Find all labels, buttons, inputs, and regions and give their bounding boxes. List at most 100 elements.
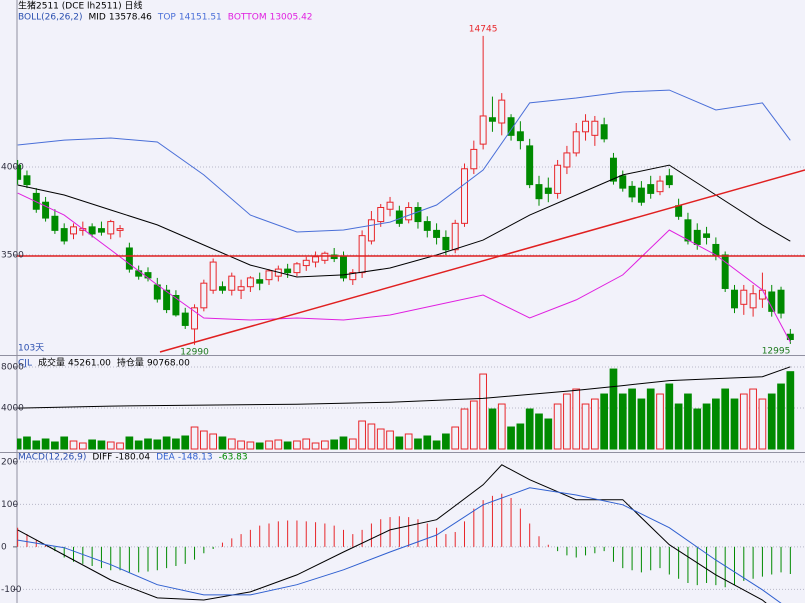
volume-bar (172, 438, 180, 450)
candle-body (684, 219, 692, 242)
candle-body (237, 286, 245, 291)
candle-body (479, 115, 487, 145)
candle-body (637, 187, 645, 203)
volume-bar (739, 393, 748, 450)
volume-bar (758, 398, 767, 450)
candle-body (265, 270, 273, 281)
volume-bar (674, 403, 683, 450)
volume-bar (162, 436, 171, 450)
candle-body (60, 228, 68, 242)
volume-bar (693, 408, 702, 450)
volume-bar (274, 439, 283, 450)
volume-bar (544, 418, 553, 450)
candle-body (349, 272, 357, 281)
y-tick-label: 100 (1, 500, 18, 510)
volume-bar (339, 436, 348, 450)
candle-body (451, 222, 459, 251)
candle-body (135, 270, 143, 277)
candle-body (600, 124, 608, 140)
volume-bar (255, 442, 264, 450)
candle-body (470, 148, 478, 170)
volume-bar (116, 442, 124, 450)
volume-bar (721, 388, 730, 450)
candle-body (516, 131, 524, 142)
candle-body (535, 184, 543, 200)
volume-bar (69, 440, 78, 450)
volume-bar (423, 435, 432, 450)
volume-bar (51, 441, 59, 450)
y-tick-label: 4000 (1, 404, 24, 414)
volume-bar (590, 398, 599, 450)
volume-bar (618, 393, 627, 450)
candle-body (367, 219, 375, 242)
candle-body (433, 229, 441, 238)
volume-bar (451, 426, 460, 450)
volume-bar (321, 440, 329, 450)
candle-body (740, 289, 748, 305)
volume-bar (358, 420, 366, 450)
volume-bar (414, 438, 422, 450)
volume-bar (563, 393, 571, 450)
candle-body (693, 229, 701, 245)
candle-body (628, 185, 636, 198)
chart-title: 生猪2511 (DCE lh2511) 日线 (18, 0, 143, 12)
volume-bar (218, 436, 227, 450)
volume-bar (17, 438, 22, 450)
candle-body (228, 275, 236, 291)
candle-body (42, 201, 50, 219)
candle-body (591, 120, 599, 136)
candle-body (498, 99, 506, 124)
candle-body (544, 187, 552, 194)
candle-body (721, 254, 729, 289)
volume-bar (404, 433, 413, 450)
volume-bar (311, 442, 320, 450)
volume-bar (88, 439, 96, 450)
candle-body (312, 256, 320, 263)
y-tick-label: 8000 (1, 363, 24, 373)
series-line (17, 464, 767, 603)
volume-bar (199, 430, 208, 450)
volume-bar (646, 388, 655, 450)
candle-body (246, 277, 254, 288)
volume-bar (283, 441, 292, 450)
legend-value: 13578.46 (109, 13, 152, 23)
candle-body (284, 268, 292, 274)
candle-body (191, 307, 199, 330)
macd-panel (17, 461, 805, 603)
volume-bar (637, 398, 646, 450)
candle-body (507, 117, 515, 136)
volume-bar (665, 383, 674, 450)
volume-bar (395, 436, 404, 450)
volume-bar (32, 440, 41, 450)
drawings (17, 169, 805, 353)
volume-bar (767, 393, 776, 450)
candle-body (442, 236, 450, 251)
trend-line (159, 169, 805, 353)
y-tick-label: 200 (1, 457, 18, 467)
volume-bar (134, 440, 143, 450)
candle-body (703, 233, 711, 238)
candle-body (582, 120, 590, 133)
volume-panel (17, 366, 805, 450)
candle-body (153, 284, 161, 300)
volume-bar (581, 403, 590, 450)
volume-bar (609, 368, 618, 450)
volume-bar (246, 441, 255, 450)
legend-name: 持仓量 (117, 357, 144, 369)
legend-name: BOTTOM (228, 13, 267, 23)
volume-bar (460, 408, 469, 450)
candle-body (32, 192, 40, 210)
candle-body (414, 206, 422, 223)
legend-value: -63.83 (219, 453, 248, 463)
y-tick-label: 3500 (1, 251, 24, 261)
candle-body (256, 279, 264, 284)
candle-body (17, 164, 22, 180)
candle-body (405, 206, 413, 221)
price-annotation: 12990 (180, 347, 209, 357)
candle-body (749, 293, 757, 309)
legend-value: 90768.00 (147, 359, 190, 369)
price-annotation: 14745 (469, 24, 498, 34)
